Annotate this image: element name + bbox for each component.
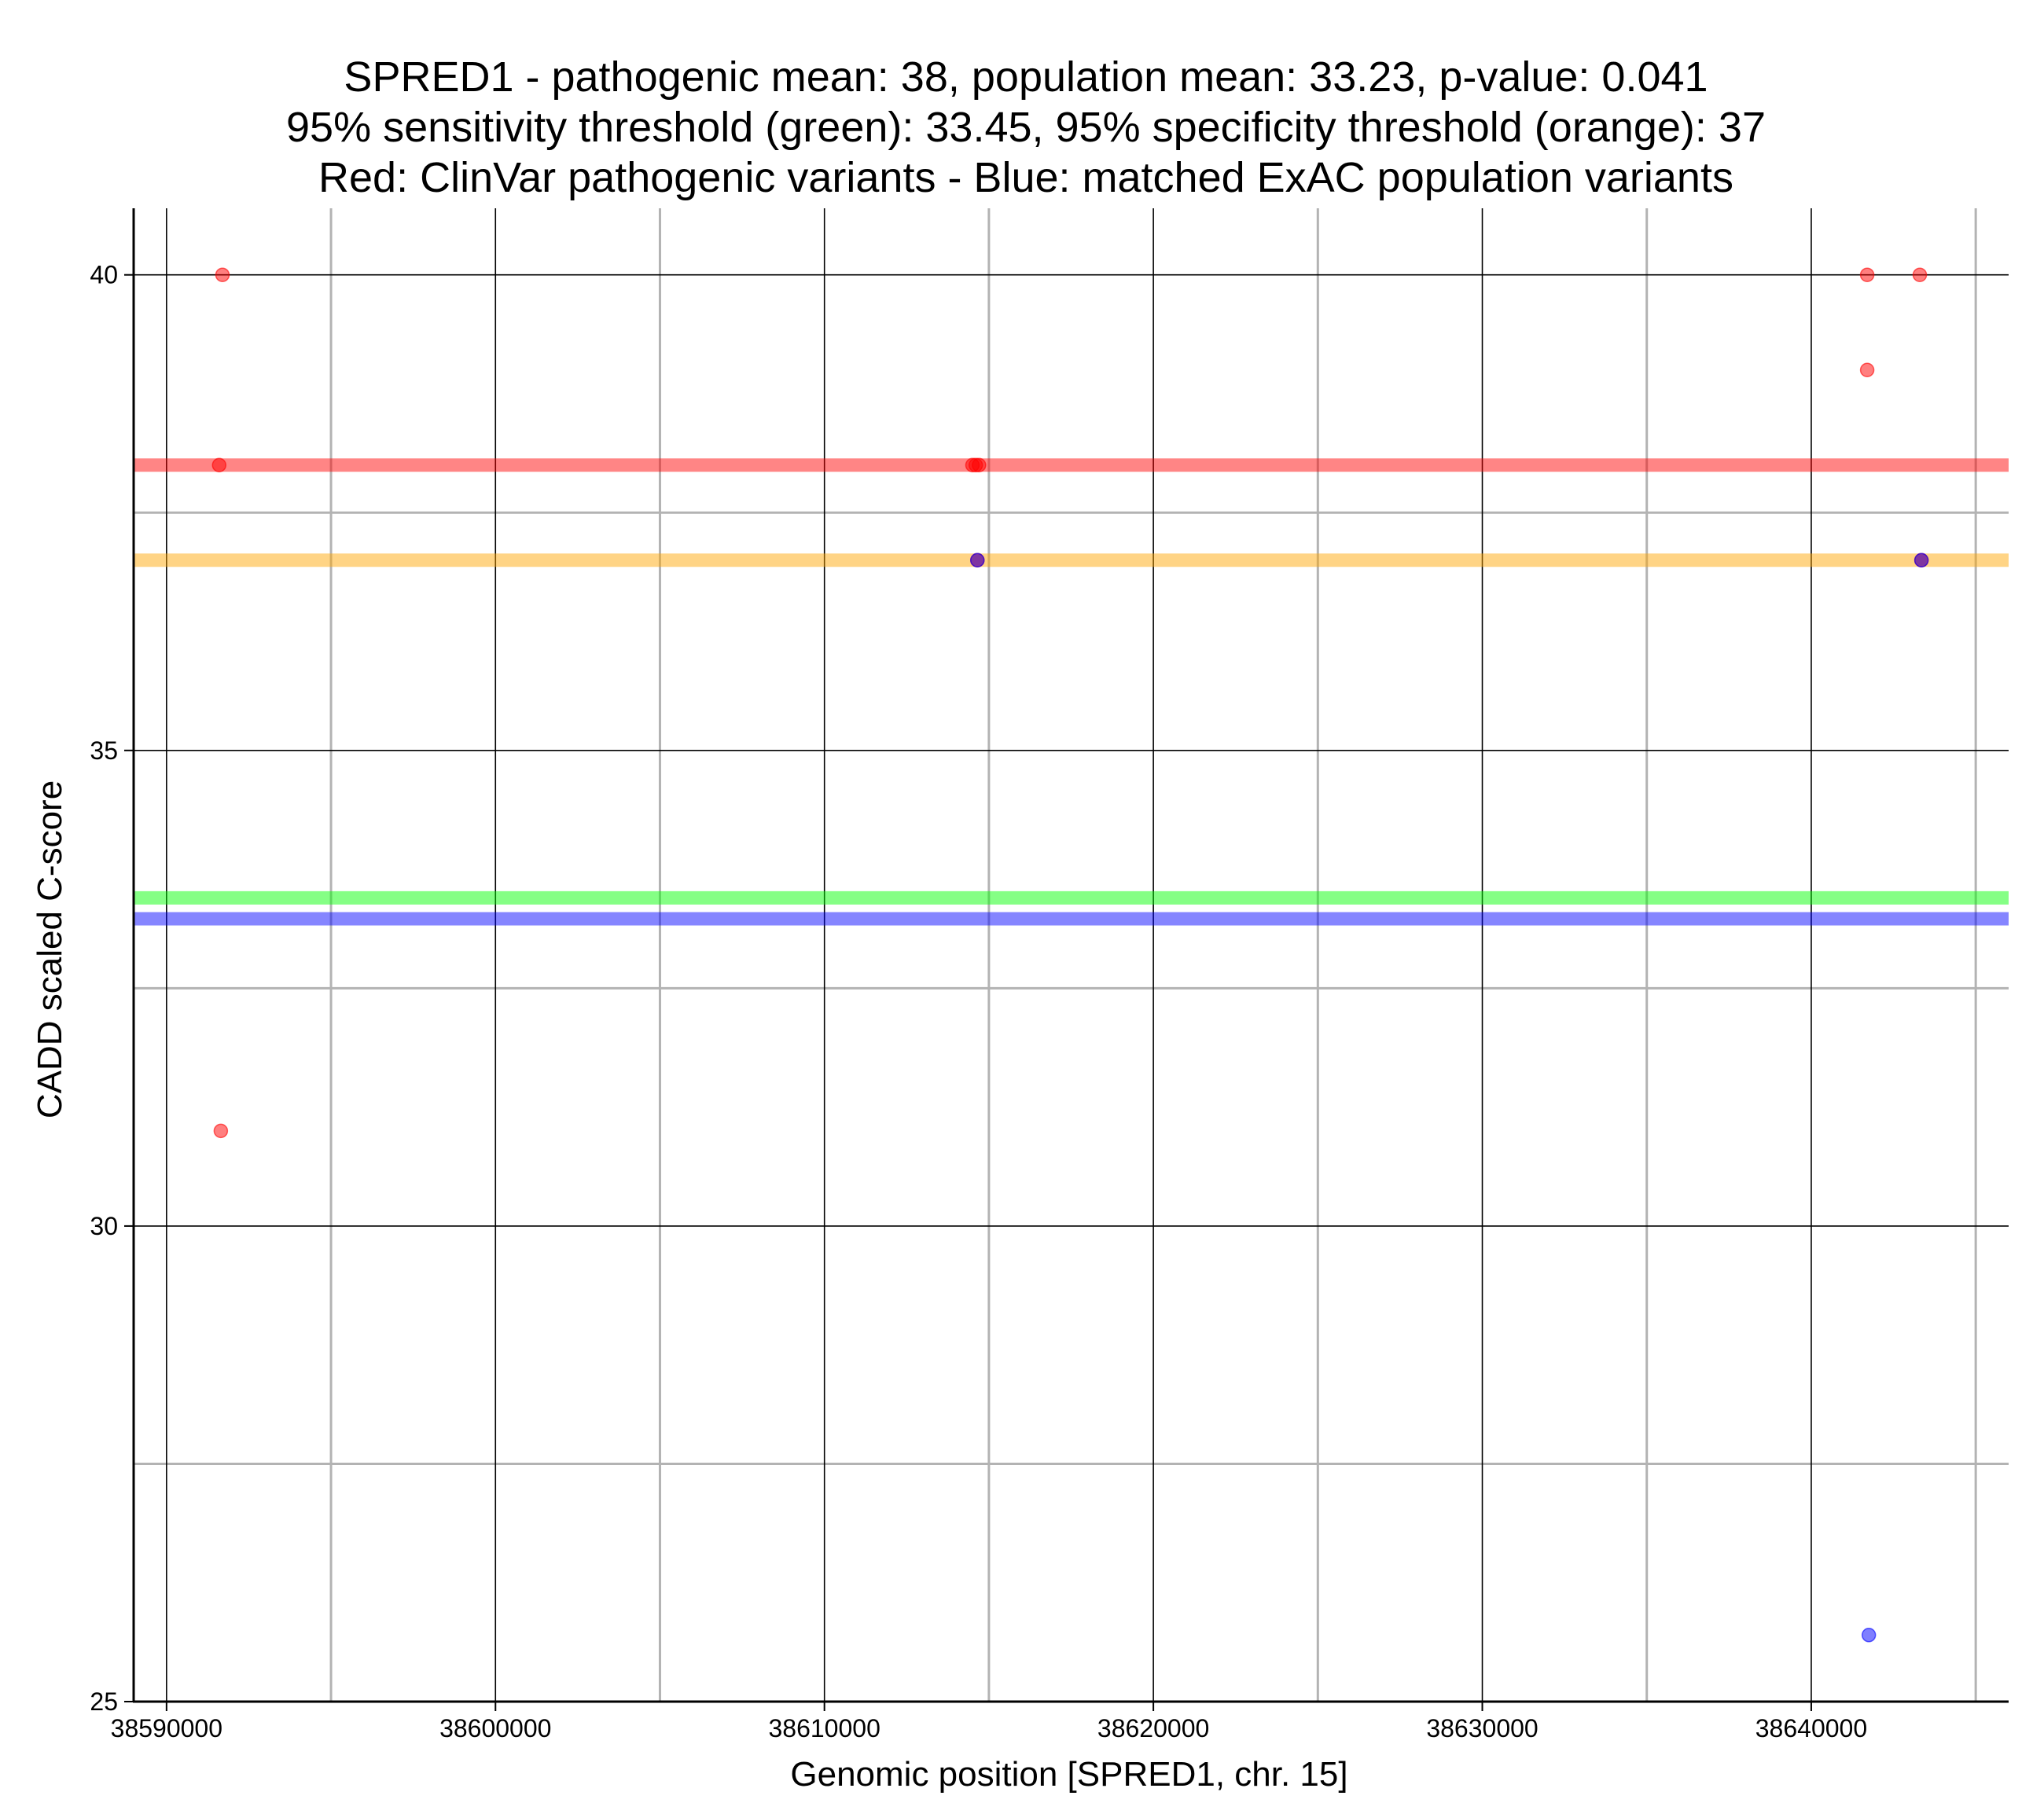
x-tick-label: 38630000 <box>1426 1714 1538 1742</box>
pathogenic-variant-point <box>1859 267 1875 282</box>
chart-title: SPRED1 - pathogenic mean: 38, population… <box>286 53 1766 201</box>
y-tick-label: 35 <box>90 736 118 765</box>
major-gridlines <box>134 208 2009 1702</box>
y-tick-labels: 25 30 35 40 <box>90 261 134 1716</box>
pathogenic-variant-point <box>211 457 227 473</box>
title-line-2: 95% sensitivity threshold (green): 33.45… <box>286 104 1766 151</box>
pathogenic-variant-point <box>972 457 987 473</box>
pathogenic-variant-point <box>213 1123 229 1139</box>
minor-gridlines <box>134 208 2009 1702</box>
x-tick-label: 38600000 <box>439 1714 551 1742</box>
pathogenic-variant-point <box>215 267 230 282</box>
x-tick-label: 38590000 <box>111 1714 222 1742</box>
x-tick-labels: 38590000 38600000 38610000 38620000 38630000… <box>111 1702 1867 1742</box>
x-tick-label: 38620000 <box>1097 1714 1209 1742</box>
reference-lines <box>134 458 2009 926</box>
pathogenic-variant-point <box>1912 267 1928 282</box>
y-tick-label: 30 <box>90 1212 118 1240</box>
title-line-3: Red: ClinVar pathogenic variants - Blue:… <box>318 154 1733 201</box>
population-variant-point <box>970 553 985 568</box>
title-line-1: SPRED1 - pathogenic mean: 38, population… <box>344 53 1708 101</box>
y-tick-label: 40 <box>90 261 118 289</box>
x-axis-title: Genomic position [SPRED1, chr. 15] <box>790 1755 1347 1794</box>
x-tick-label: 38640000 <box>1755 1714 1867 1742</box>
data-points <box>211 267 1929 1643</box>
pathogenic-variant-point <box>1859 362 1875 377</box>
x-tick-label: 38610000 <box>768 1714 880 1742</box>
y-axis-title: CADD scaled C-score <box>31 780 69 1118</box>
y-tick-label: 25 <box>90 1687 118 1716</box>
population-variant-point <box>1913 553 1929 568</box>
population-variant-point <box>1861 1628 1877 1643</box>
axes <box>132 208 2009 1703</box>
